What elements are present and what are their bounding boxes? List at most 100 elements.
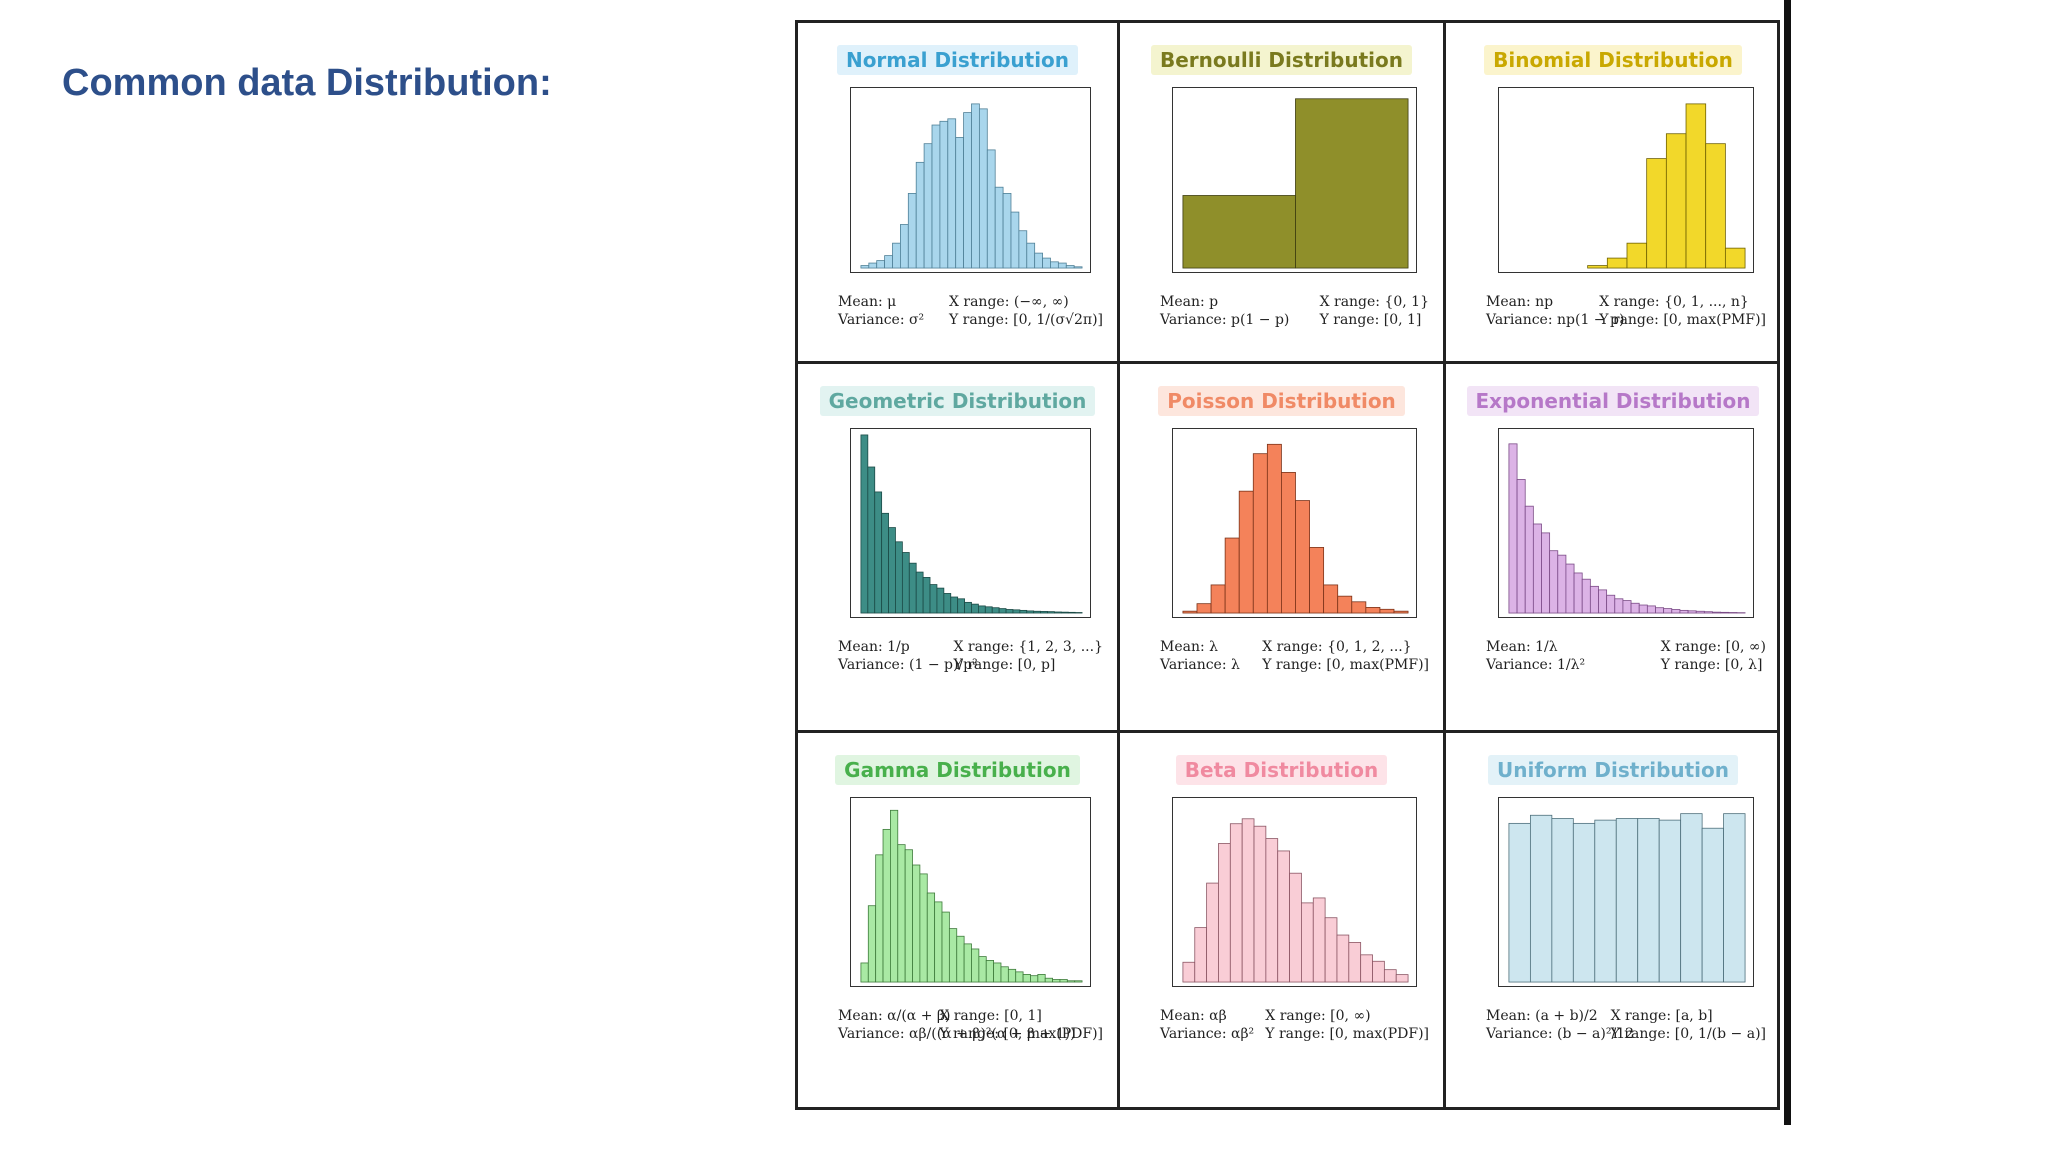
histogram-bar (1277, 850, 1290, 983)
histogram-bar (1224, 537, 1240, 614)
histogram-bar (904, 849, 913, 983)
mean-formula: Mean: np (1486, 294, 1554, 310)
histogram-bar (1241, 818, 1255, 983)
histogram-bar (1022, 974, 1031, 983)
variance-formula: Variance: (1 − p)/p² (838, 657, 978, 673)
histogram-bar (1281, 472, 1296, 614)
histogram-bar (892, 242, 901, 269)
histogram-bar (978, 605, 986, 614)
histogram-bar (1551, 818, 1574, 983)
histogram-bar (1005, 609, 1014, 614)
variance-formula: Variance: p(1 − p) (1160, 312, 1290, 328)
histogram-bar (1614, 598, 1624, 614)
histogram-bar (1348, 942, 1362, 983)
histogram-bar (860, 265, 870, 269)
panel-title: Exponential Distribution (1466, 386, 1760, 416)
variance-formula: Variance: (b − a)²/12 (1486, 1026, 1635, 1042)
mean-variance-text: Mean: 1/λ Variance: 1/λ² (1486, 638, 1585, 674)
histogram-plot (1498, 428, 1754, 618)
histogram-bar (1724, 247, 1746, 269)
histogram-plot (850, 428, 1091, 618)
page-edge-rule (1784, 0, 1791, 1125)
histogram-bar (963, 112, 972, 269)
histogram-bar (1695, 610, 1705, 614)
range-text: X range: {0, 1, 2, ...} Y range: [0, max(… (1262, 638, 1429, 674)
histogram-bar (1337, 595, 1353, 614)
y-range-formula: Y range: [0, 1] (1319, 312, 1422, 328)
histogram-bar (1074, 612, 1083, 614)
histogram-bar (1671, 609, 1681, 614)
histogram-bar (1301, 902, 1314, 983)
histogram-bar (867, 466, 876, 614)
histogram-bar (971, 948, 980, 983)
histogram-bar (991, 607, 1000, 614)
histogram-bar (1047, 611, 1055, 614)
histogram-bar (1606, 257, 1628, 269)
histogram-bar (1655, 607, 1665, 614)
mean-formula: Mean: 1/p (838, 639, 910, 655)
histogram-plot (1498, 797, 1754, 987)
histogram-bar (1529, 814, 1553, 983)
histogram-bar (1383, 969, 1397, 983)
histogram-bar (1026, 610, 1035, 614)
variance-formula: Variance: np(1 − p) (1486, 312, 1625, 328)
histogram-bar (1019, 609, 1028, 614)
histogram-bar (1532, 523, 1542, 614)
x-range-formula: X range: {0, 1} (1319, 294, 1429, 310)
histogram-bar (1705, 143, 1726, 269)
histogram-bar (884, 255, 893, 269)
histogram-bar (1206, 882, 1219, 983)
histogram-bar (1587, 265, 1608, 269)
histogram-bar (931, 124, 941, 269)
normal-distribution-panel: Normal Distribution Mean: μ Variance: σ² X … (798, 23, 1117, 361)
histogram-bar (1067, 611, 1076, 614)
histogram-bar (860, 962, 869, 983)
histogram-bar (994, 186, 1004, 269)
histogram-bar (1309, 547, 1325, 614)
mean-variance-text: Mean: μ Variance: σ² (838, 293, 924, 329)
histogram-bar (1218, 843, 1231, 983)
histogram-bar (1060, 611, 1069, 614)
histogram-bar (1712, 611, 1722, 614)
histogram-bar (1557, 554, 1567, 614)
histogram-bar (1026, 242, 1036, 269)
histogram-bar (1238, 490, 1254, 614)
histogram-bar (1324, 917, 1338, 983)
histogram-bar (1033, 610, 1041, 614)
histogram-bar (1010, 211, 1020, 269)
y-range-formula: Y range: [0, max(PMF)] (1262, 657, 1429, 673)
histogram-bar (978, 956, 987, 983)
bernoulli-distribution-panel: Bernoulli Distribution Mean: p Variance: p… (1120, 23, 1443, 361)
histogram-bar (881, 512, 889, 614)
histogram-bar (1646, 158, 1667, 269)
mean-formula: Mean: p (1160, 294, 1219, 310)
histogram-bar (1679, 609, 1689, 614)
histogram-bar (1323, 584, 1339, 614)
histogram-bar (1052, 979, 1061, 983)
histogram-bar (907, 193, 917, 269)
histogram-bar (943, 593, 952, 614)
histogram-bar (1182, 195, 1296, 269)
histogram-bar (1012, 609, 1021, 614)
x-range-formula: X range: [0, ∞) (1660, 639, 1766, 655)
histogram-bar (919, 873, 928, 983)
histogram-bar (876, 260, 886, 269)
mean-variance-text: Mean: αβ Variance: αβ² (1160, 1007, 1254, 1043)
histogram-bar (1665, 133, 1687, 269)
histogram-bar (915, 571, 924, 614)
histogram-bar (1508, 443, 1518, 614)
histogram-bar (1018, 230, 1028, 269)
histogram-bar (1524, 505, 1534, 614)
x-range-formula: X range: [0, ∞) (1265, 1008, 1371, 1024)
histogram-bar (1658, 819, 1682, 983)
range-text: X range: [0, 1] Y range: [0, max(PDF)] (939, 1007, 1103, 1043)
histogram-bar (1073, 266, 1083, 269)
panel-title: Geometric Distribution (819, 386, 1096, 416)
range-text: X range: {1, 2, 3, ...} Y range: [0, p] (954, 638, 1103, 674)
histogram-bar (1598, 589, 1608, 614)
histogram-bar (890, 809, 899, 983)
histogram-bar (900, 224, 909, 269)
histogram-bar (948, 928, 958, 983)
histogram-bar (1007, 968, 1017, 983)
mean-variance-text: Mean: np Variance: np(1 − p) (1486, 293, 1624, 329)
